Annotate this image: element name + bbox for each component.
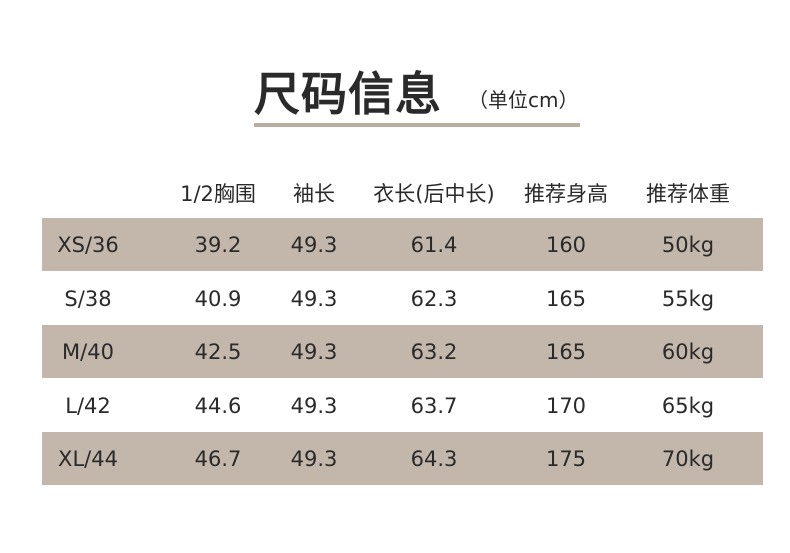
table-cell: 39.2 <box>194 233 242 257</box>
row-background <box>42 432 763 485</box>
table-cell: 160 <box>545 233 587 257</box>
table-cell: 49.3 <box>290 393 338 418</box>
column-header: 衣长(后中长) <box>373 182 495 206</box>
size-label: L/42 <box>65 393 111 418</box>
row-background <box>42 218 763 271</box>
row-background <box>42 325 763 378</box>
title: 尺码信息 <box>254 67 442 121</box>
table-cell: 165 <box>545 286 587 311</box>
table-cell: 46.7 <box>194 447 242 471</box>
table-cell: 63.7 <box>410 393 458 418</box>
table-cell: 61.4 <box>410 233 458 257</box>
size-label: S/38 <box>64 286 112 311</box>
column-header: 推荐体重 <box>646 182 730 206</box>
size-label: XS/36 <box>57 233 119 257</box>
size-label: XL/44 <box>58 447 118 471</box>
size-label: M/40 <box>62 340 114 364</box>
table-cell: 49.3 <box>290 233 338 257</box>
table-cell: 60kg <box>661 340 715 364</box>
table-cell: 55kg <box>661 286 715 311</box>
table-cell: 165 <box>545 340 587 364</box>
table-cell: 40.9 <box>194 286 242 311</box>
table-cell: 63.2 <box>410 340 458 364</box>
table-cell: 64.3 <box>410 447 458 471</box>
table-cell: 70kg <box>661 447 715 471</box>
table-cell: 175 <box>545 447 587 471</box>
subtitle: （单位cm） <box>468 88 579 112</box>
column-header: 袖长 <box>293 182 335 206</box>
table-cell: 65kg <box>661 393 715 418</box>
table-cell: 49.3 <box>290 447 338 471</box>
table-cell: 49.3 <box>290 340 338 364</box>
table-cell: 62.3 <box>410 286 458 311</box>
column-header: 1/2胸围 <box>180 182 256 206</box>
title-underline <box>254 123 580 127</box>
table-cell: 50kg <box>661 233 715 257</box>
table-cell: 44.6 <box>194 393 242 418</box>
table-cell: 170 <box>545 393 587 418</box>
column-header: 推荐身高 <box>524 182 608 206</box>
table-cell: 42.5 <box>194 340 242 364</box>
table-cell: 49.3 <box>290 286 338 311</box>
